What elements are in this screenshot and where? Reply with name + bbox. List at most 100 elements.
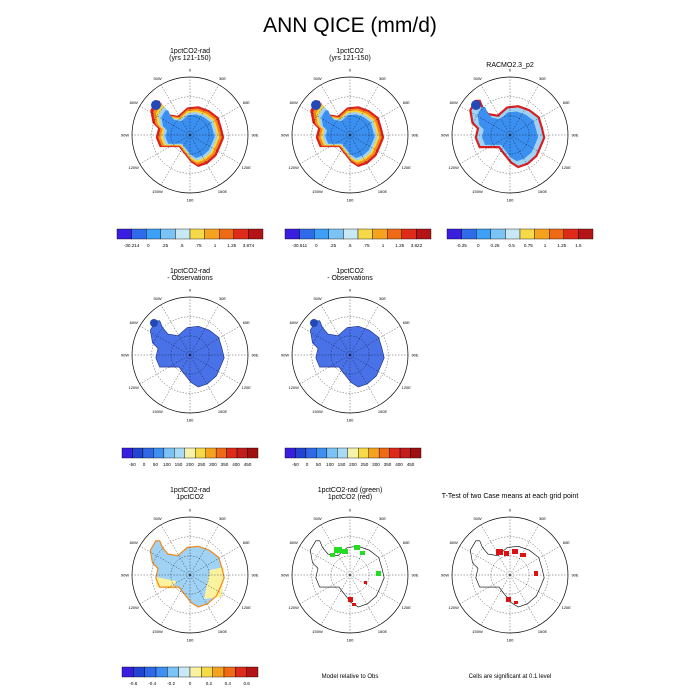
latitude-circle: [151, 96, 229, 174]
colorbar-label: 250: [198, 462, 206, 467]
colorbar-label: 0.25: [490, 243, 499, 248]
colorbar-swatch: [372, 228, 388, 240]
colorbar-label: 0: [147, 243, 150, 248]
longitude-label: 120W: [448, 165, 459, 170]
longitude-label: 150E: [218, 189, 228, 194]
panel-7-title-line1: 1pctCO2-rad: [169, 487, 211, 494]
colorbar-label: 1: [214, 243, 217, 248]
colorbar-label: 300: [209, 462, 217, 467]
colorbar-5: -50 0 50 100 150 200 250 300 350 400 450: [284, 447, 422, 467]
longitude-line: [299, 545, 351, 576]
longitude-label: 0: [189, 288, 192, 293]
longitude-line: [349, 134, 401, 165]
longitude-line: [189, 304, 220, 356]
colorbar-label: 3.874: [243, 243, 255, 248]
panel-3-map: 0 30E 60E 90E 120E 150E 180 150W 120W 90W 60W 30W: [441, 68, 579, 203]
longitude-label: 30W: [153, 76, 161, 81]
colorbar-label: .5: [180, 243, 184, 248]
interior-ice: [161, 110, 215, 158]
panel-4-title-line1: 1pctCO2-rad: [169, 268, 211, 275]
longitude-label: 30E: [379, 76, 386, 81]
colorbar-label: .75: [363, 243, 370, 248]
colorbar-swatch: [357, 228, 373, 240]
longitude-line: [349, 325, 401, 356]
longitude-label: 120E: [242, 165, 252, 170]
longitude-label: 150E: [378, 409, 388, 414]
colorbar-label: 150: [175, 462, 183, 467]
longitude-label: 90E: [571, 573, 578, 578]
colorbar-label: 0: [477, 243, 480, 248]
colorbar-swatch: [236, 447, 248, 459]
longitude-label: 120W: [128, 165, 139, 170]
colorbar-swatch: [155, 666, 168, 678]
colorbar-label: -0.6: [129, 681, 137, 686]
peninsula-feature: [150, 319, 158, 327]
colorbar-swatch: [416, 228, 432, 240]
colorbar-label: -50: [129, 462, 136, 467]
colorbar-swatch: [248, 228, 264, 240]
colorbar-swatch: [121, 447, 133, 459]
colorbar-swatch: [389, 447, 401, 459]
longitude-label: 30W: [313, 516, 321, 521]
colorbar-swatch: [548, 228, 564, 240]
colorbar-label: 0: [189, 681, 192, 686]
longitude-label: 90W: [441, 133, 449, 138]
longitude-label: 30E: [219, 76, 226, 81]
colorbar-2: -30.611 0 .25 .5 .75 1 1.25 3.822: [284, 228, 432, 248]
longitude-line: [160, 304, 191, 356]
colorbar-label: 0: [306, 462, 309, 467]
longitude-label: 60E: [403, 320, 410, 325]
longitude-label: 60E: [563, 540, 570, 545]
longitude-label: 180: [187, 638, 194, 643]
colorbar-swatch: [347, 447, 359, 459]
longitude-label: 150W: [152, 409, 163, 414]
colorbar-swatch: [295, 447, 307, 459]
colorbar-swatch: [305, 447, 317, 459]
panel-8-title-line1: 1pctCO2-rad (green): [317, 487, 383, 494]
longitude-label: 180: [347, 198, 354, 203]
longitude-line: [459, 134, 511, 165]
longitude-label: 120W: [288, 165, 299, 170]
peninsula-feature: [311, 100, 321, 110]
longitude-label: 90W: [441, 573, 449, 578]
longitude-label: 90E: [251, 573, 258, 578]
colorbar-label: 450: [244, 462, 252, 467]
significant-cell: [534, 571, 538, 576]
colorbar-swatch: [201, 666, 213, 678]
panel-5-map: 0 30E 60E 90E 120E 150E 180 150W 120W 90W 60W 30W: [281, 288, 419, 423]
colorbar-swatch: [223, 666, 236, 678]
longitude-line: [509, 524, 540, 576]
longitude-label: 150W: [472, 189, 483, 194]
longitude-line: [320, 574, 351, 626]
significant-cell: [334, 547, 342, 553]
colorbar-label: 250: [361, 462, 369, 467]
colorbar-swatch: [226, 447, 238, 459]
longitude-line: [189, 325, 241, 356]
colorbar-swatch: [399, 447, 411, 459]
colorbar-swatch: [121, 666, 134, 678]
longitude-line: [509, 574, 561, 605]
longitude-label: 30E: [379, 296, 386, 301]
colorbar-label: 350: [384, 462, 392, 467]
longitude-line: [139, 134, 191, 165]
colorbar-swatch: [343, 228, 359, 240]
colorbar-label: 0.6: [243, 681, 250, 686]
significant-cell: [330, 553, 335, 557]
longitude-label: 90E: [251, 133, 258, 138]
longitude-line: [189, 354, 220, 406]
panel-7-title-line2: 1pctCO2: [176, 494, 204, 501]
longitude-label: 180: [347, 638, 354, 643]
colorbar-swatch: [386, 228, 402, 240]
colorbar-label: 150: [338, 462, 346, 467]
longitude-label: 0: [349, 508, 352, 513]
antarctica-landmass: [149, 320, 225, 388]
colorbar-label: 1: [382, 243, 385, 248]
longitude-label: 180: [507, 638, 514, 643]
longitude-label: 150E: [378, 629, 388, 634]
model-relative-note: Model relative to Obs: [321, 674, 379, 680]
colorbar-label: -0.2: [167, 681, 175, 686]
longitude-line: [320, 304, 351, 356]
colorbar-swatch: [578, 228, 594, 240]
significant-cell: [506, 597, 511, 602]
longitude-label: 60W: [290, 100, 298, 105]
